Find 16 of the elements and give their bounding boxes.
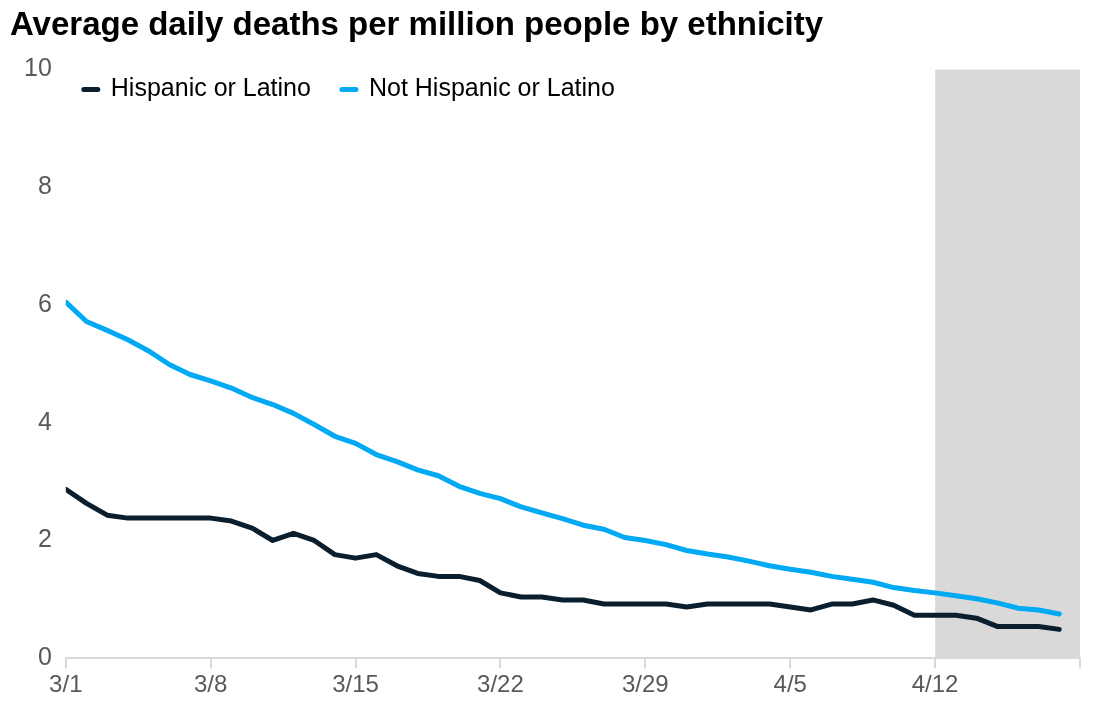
y-tick-label: 8 [37,171,52,200]
chart-title: Average daily deaths per million people by ethnicity [10,4,824,42]
x-tick-label: 3/22 [477,670,524,698]
y-tick-label: 4 [37,406,52,435]
x-tick-label: 3/29 [621,670,669,698]
y-tick-label: 10 [24,53,52,82]
x-tick-label: 3/1 [49,670,83,698]
y-tick-label: 6 [37,288,52,317]
y-tick-label: 0 [37,642,52,671]
y-tick-label: 2 [37,524,52,553]
x-tick-label: 3/8 [194,670,228,698]
legend-label: Not Hispanic or Latino [368,73,615,102]
x-tick-label: 4/5 [773,670,807,698]
x-tick-label: 4/12 [911,670,959,698]
x-tick-label: 3/15 [332,670,379,698]
legend-label: Hispanic or Latino [110,73,311,102]
